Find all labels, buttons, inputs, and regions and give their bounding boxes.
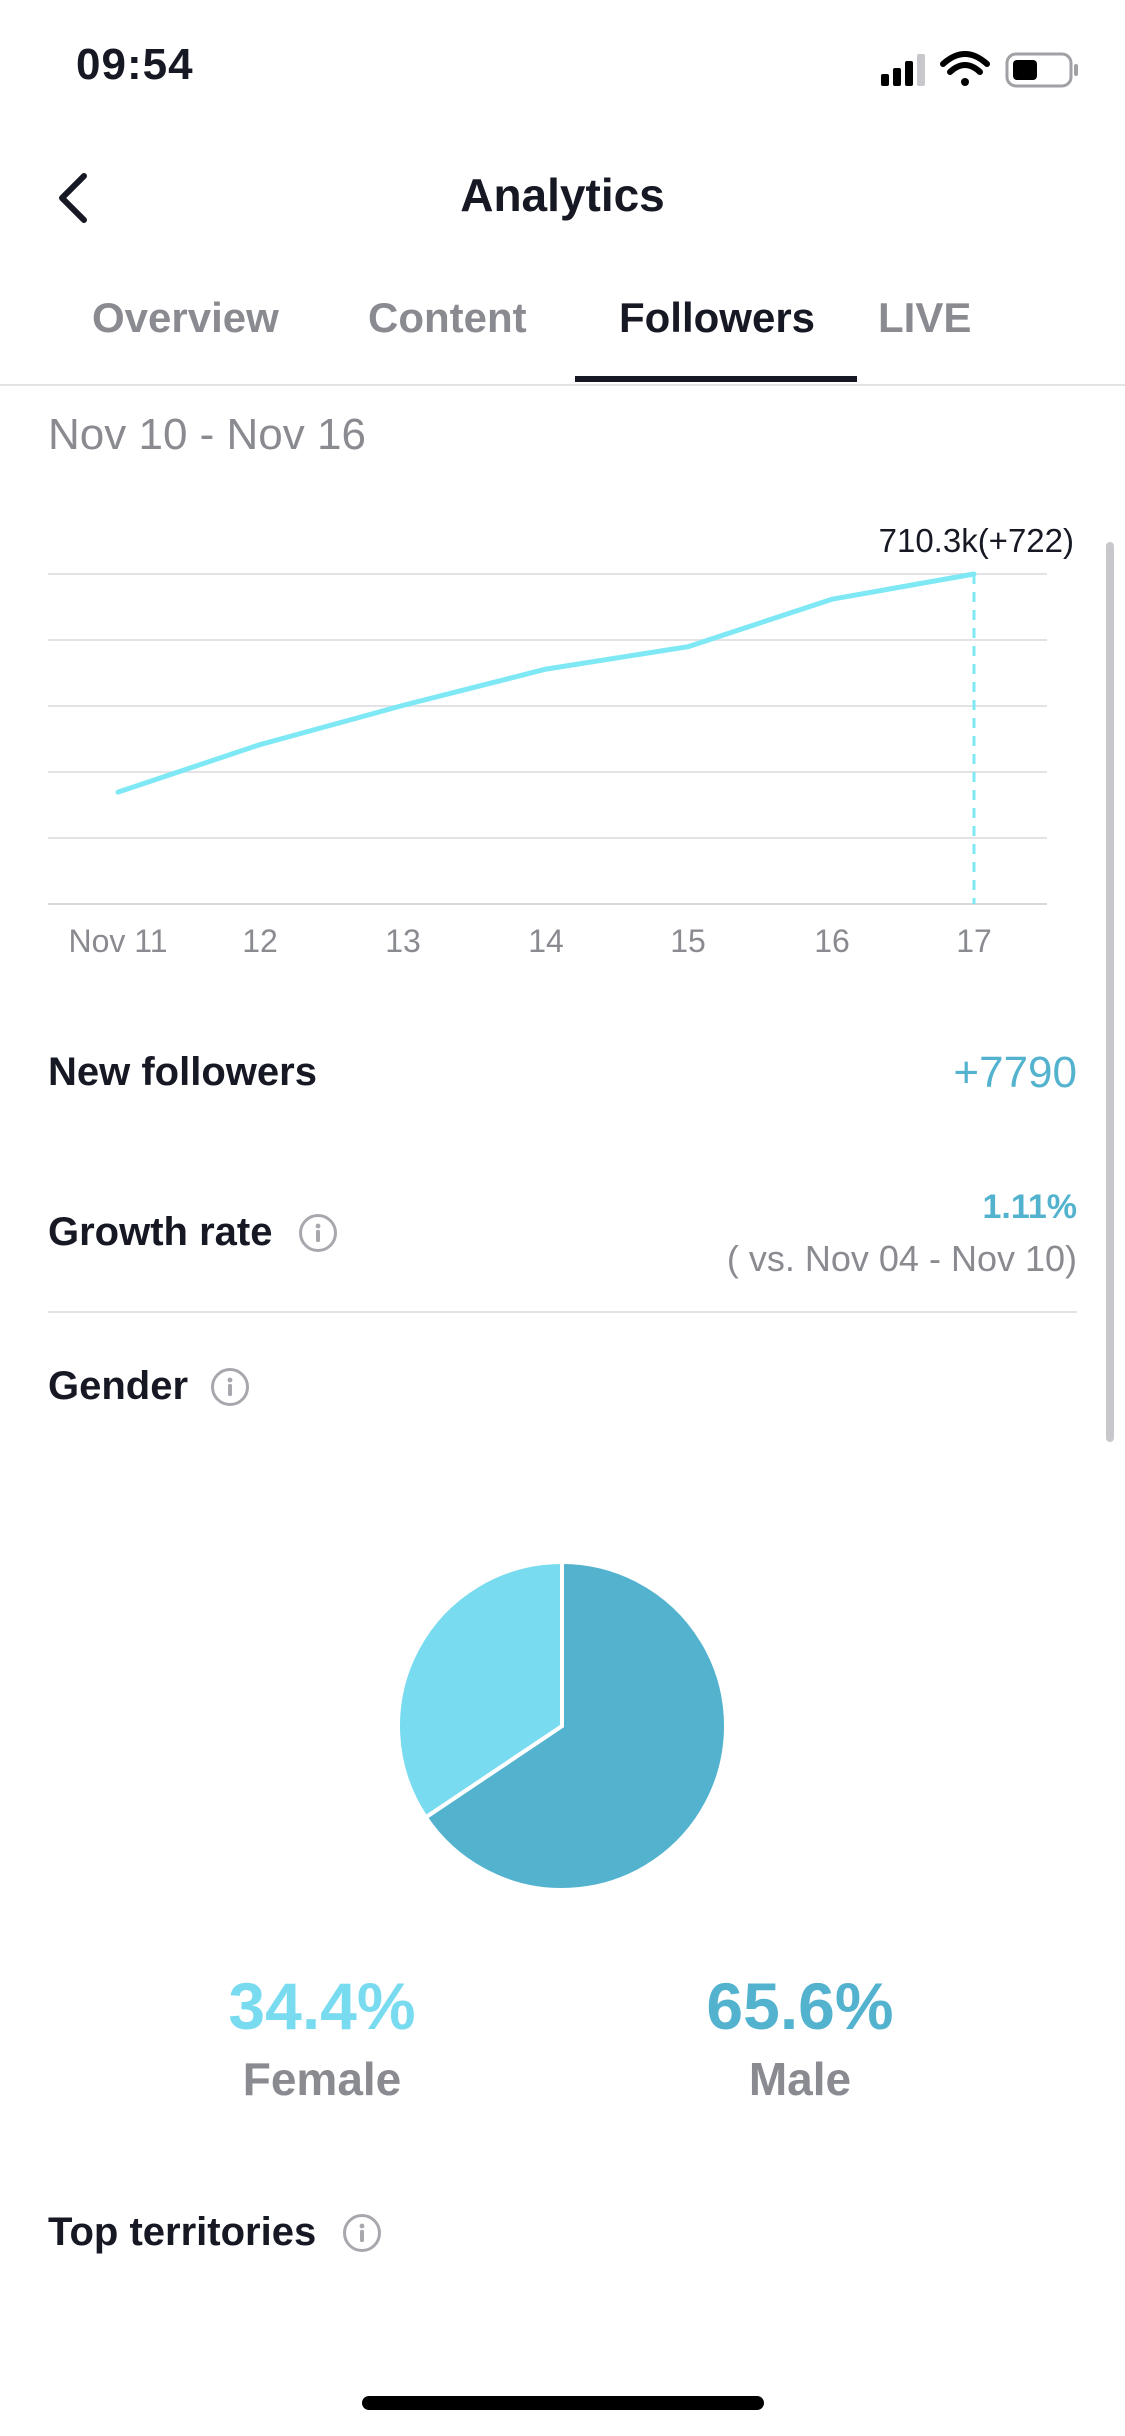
wifi-icon <box>940 51 990 86</box>
tab-content[interactable]: Content <box>368 294 527 341</box>
male-label: Male <box>748 2053 852 2105</box>
page-title: Analytics <box>460 169 665 221</box>
x-tick-label: 15 <box>670 923 706 959</box>
highlight-label: 710.3k(+722) <box>879 522 1074 559</box>
date-range[interactable]: Nov 10 - Nov 16 <box>48 410 366 459</box>
x-tick-label: 16 <box>814 923 850 959</box>
status-icons <box>851 44 1081 94</box>
growth-rate-comparison: ( vs. Nov 04 - Nov 10) <box>726 1238 1077 1279</box>
info-icon[interactable] <box>299 1214 337 1252</box>
pie-slice-male <box>423 1559 728 1892</box>
gender-label: Gender <box>48 1364 189 1408</box>
x-tick-label: 14 <box>528 923 564 959</box>
new-followers-value: +7790 <box>953 1048 1077 1097</box>
battery-icon <box>1005 52 1078 88</box>
status-time: 09:54 <box>76 40 194 89</box>
chevron-left-icon <box>59 173 87 223</box>
active-tab-indicator <box>575 376 857 382</box>
pie-slice-female <box>396 1559 564 1821</box>
signal-icon <box>881 54 925 86</box>
male-percentage: 65.6% <box>706 1969 894 2043</box>
back-button[interactable] <box>40 162 112 234</box>
new-followers-label: New followers <box>48 1050 317 1094</box>
scrollbar[interactable] <box>1106 542 1114 1442</box>
info-icon[interactable] <box>211 1368 249 1406</box>
section-divider <box>48 1311 1077 1313</box>
info-icon[interactable] <box>343 2214 381 2252</box>
x-tick-label: Nov 11 <box>68 923 167 959</box>
top-territories-label: Top territories <box>48 2210 317 2254</box>
home-indicator[interactable] <box>362 2396 764 2410</box>
female-label: Female <box>242 2053 402 2105</box>
growth-rate-label: Growth rate <box>48 1210 273 1254</box>
tabs-divider <box>0 384 1125 386</box>
x-tick-label: 17 <box>956 923 992 959</box>
x-tick-label: 13 <box>385 923 421 959</box>
tab-overview[interactable]: Overview <box>92 294 279 341</box>
gender-pie-chart <box>396 1559 728 1892</box>
growth-rate-value: 1.11% <box>982 1188 1077 1226</box>
female-percentage: 34.4% <box>228 1969 416 2043</box>
tab-live[interactable]: LIVE <box>878 294 972 341</box>
series-line <box>115 571 977 795</box>
x-tick-label: 12 <box>242 923 278 959</box>
tab-followers[interactable]: Followers <box>619 294 816 341</box>
followers-line-chart: 710.3k(+722) Nov 11 12 13 14 15 16 17 <box>48 522 1074 959</box>
